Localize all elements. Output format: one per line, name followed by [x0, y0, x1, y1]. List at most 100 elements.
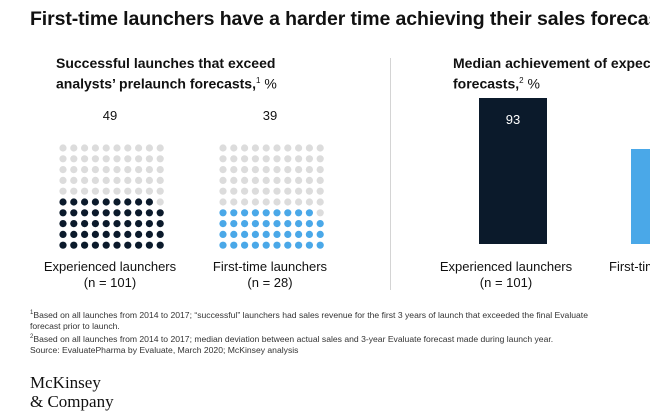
waffle-first-time-launchers — [219, 144, 324, 249]
waffle-dot-empty — [295, 155, 303, 163]
waffle-dot-empty — [124, 155, 132, 163]
waffle-dot-empty — [135, 166, 143, 174]
waffle-dot-filled — [135, 198, 143, 206]
waffle-dot-filled — [251, 220, 259, 228]
waffle-dot-filled — [273, 209, 281, 217]
waffle-dot-empty — [316, 144, 324, 152]
waffle-dot-empty — [81, 176, 89, 184]
waffle-dot-filled — [219, 220, 227, 228]
waffle-dot-empty — [156, 166, 164, 174]
waffle-category-label-first-time: First-time launchers — [212, 259, 328, 274]
left-subtitle-footnote-mark: 1 — [255, 76, 261, 85]
waffle-dot-empty — [305, 187, 313, 195]
waffle-dot-empty — [295, 187, 303, 195]
waffle-dot-filled — [124, 230, 132, 238]
waffle-dot-filled — [145, 230, 153, 238]
waffle-dot-filled — [124, 220, 132, 228]
waffle-dot-filled — [124, 209, 132, 217]
logo-line2: & Company — [30, 392, 114, 411]
waffle-dot-filled — [156, 220, 164, 228]
waffle-dot-empty — [273, 155, 281, 163]
waffle-dot-filled — [219, 241, 227, 249]
waffle-dot-empty — [145, 166, 153, 174]
waffle-dot-empty — [241, 166, 249, 174]
bar-first-time-launchers — [631, 149, 650, 244]
page-title: First-time launchers have a harder time … — [30, 8, 650, 30]
waffle-dot-empty — [135, 155, 143, 163]
waffle-dot-empty — [135, 176, 143, 184]
waffle-dot-filled — [284, 209, 292, 217]
waffle-dot-filled — [145, 220, 153, 228]
footnote-2: 2Based on all launches from 2014 to 2017… — [30, 332, 588, 345]
waffle-dot-filled — [305, 241, 313, 249]
waffle-dot-empty — [284, 144, 292, 152]
waffle-dot-filled — [102, 230, 110, 238]
waffle-dot-empty — [295, 144, 303, 152]
waffle-dot-filled — [305, 209, 313, 217]
waffle-dot-filled — [102, 209, 110, 217]
footnote-1-line1: 1Based on all launches from 2014 to 2017… — [30, 308, 588, 321]
footnote-1-line2: forecast prior to launch. — [30, 320, 120, 331]
waffle-dot-filled — [102, 198, 110, 206]
waffle-dot-empty — [113, 155, 121, 163]
waffle-dot-empty — [295, 166, 303, 174]
waffle-dot-filled — [113, 209, 121, 217]
waffle-dot-empty — [113, 166, 121, 174]
waffle-dot-empty — [230, 166, 238, 174]
waffle-dot-empty — [305, 144, 313, 152]
waffle-dot-empty — [102, 176, 110, 184]
waffle-dot-filled — [113, 241, 121, 249]
waffle-dot-empty — [145, 144, 153, 152]
waffle-dot-empty — [113, 144, 121, 152]
waffle-dot-empty — [219, 155, 227, 163]
waffle-value-label-first-time: 39 — [262, 108, 278, 123]
waffle-dot-filled — [262, 209, 270, 217]
waffle-dot-filled — [284, 241, 292, 249]
right-panel-subtitle: Median achievement of expected forecasts… — [453, 54, 650, 93]
waffle-dot-empty — [305, 176, 313, 184]
waffle-dot-filled — [91, 198, 99, 206]
waffle-dot-empty — [156, 198, 164, 206]
left-subtitle-unit: % — [264, 75, 277, 92]
waffle-dot-empty — [70, 155, 78, 163]
waffle-dot-empty — [262, 144, 270, 152]
waffle-dot-empty — [316, 155, 324, 163]
bar-chart-svg: 93 — [479, 98, 650, 244]
waffle-dot-filled — [59, 220, 67, 228]
waffle-dot-filled — [70, 230, 78, 238]
waffle-dot-filled — [81, 198, 89, 206]
waffle-dot-filled — [156, 241, 164, 249]
waffle-dot-filled — [59, 241, 67, 249]
waffle-dot-filled — [305, 220, 313, 228]
waffle-dot-empty — [156, 176, 164, 184]
waffle-dot-filled — [284, 220, 292, 228]
waffle-dot-filled — [145, 209, 153, 217]
waffle-dot-filled — [70, 241, 78, 249]
waffle-dot-empty — [102, 155, 110, 163]
right-subtitle-line2-text: forecasts, — [453, 75, 520, 92]
waffle-dot-filled — [273, 230, 281, 238]
waffle-dot-empty — [316, 176, 324, 184]
waffle-dot-empty — [241, 155, 249, 163]
waffle-dot-filled — [241, 209, 249, 217]
waffle-dot-filled — [124, 241, 132, 249]
waffle-dot-filled — [70, 220, 78, 228]
footnotes: 1Based on all launches from 2014 to 2017… — [30, 308, 588, 356]
waffle-dot-filled — [156, 230, 164, 238]
waffle-dot-empty — [81, 155, 89, 163]
waffle-dot-empty — [156, 155, 164, 163]
waffle-dot-empty — [305, 155, 313, 163]
waffle-dot-empty — [262, 166, 270, 174]
waffle-dot-filled — [135, 220, 143, 228]
waffle-dot-empty — [91, 144, 99, 152]
waffle-dot-filled — [81, 209, 89, 217]
waffle-dot-filled — [273, 220, 281, 228]
waffle-dot-empty — [241, 198, 249, 206]
footnote-2-mark: 2 — [30, 333, 34, 340]
right-subtitle-footnote-mark: 2 — [519, 76, 524, 85]
waffle-dot-empty — [59, 166, 67, 174]
waffle-dot-filled — [251, 230, 259, 238]
waffle-dot-filled — [135, 230, 143, 238]
waffle-dot-filled — [145, 198, 153, 206]
waffle-dot-empty — [241, 176, 249, 184]
